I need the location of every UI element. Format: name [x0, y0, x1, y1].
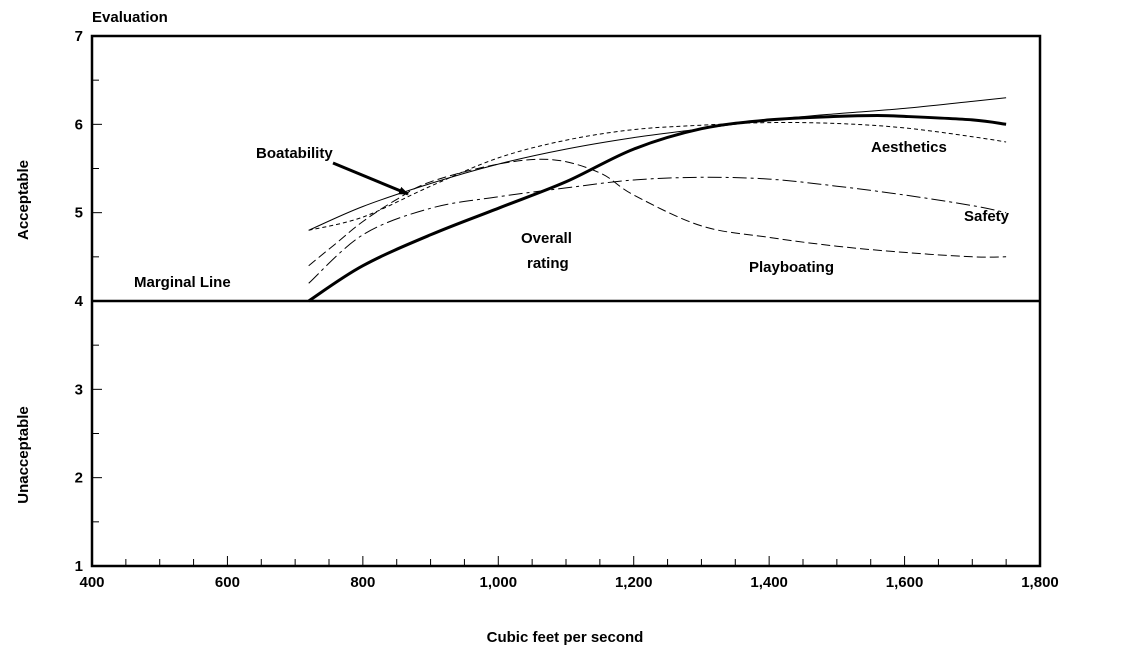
x-tick-label: 400	[79, 574, 104, 591]
x-tick-label: 1,800	[1021, 574, 1059, 591]
x-tick-label: 600	[215, 574, 240, 591]
annotation-aesthetics: Aesthetics	[871, 139, 947, 156]
series-line-boatability	[308, 97, 1007, 231]
y-axis-title-unacceptable: Unacceptable	[15, 406, 32, 504]
y-tick-label: 4	[75, 293, 84, 310]
x-tick-label: 1,000	[480, 574, 518, 591]
annotation-rating: rating	[527, 255, 569, 272]
series-line-playboating	[308, 158, 1007, 267]
annotation-boatability: Boatability	[256, 145, 333, 162]
x-tick-label: 1,600	[886, 574, 924, 591]
annotation-safety: Safety	[964, 208, 1010, 225]
annotation-playboating: Playboating	[749, 259, 834, 276]
axis-tick-labels: 400 600 800 1,000 1,200 1,400 1,600 1,800 1 2 3 4 5 6…	[75, 28, 1059, 591]
series-lines	[92, 97, 1040, 303]
marginal-line-label: Marginal Line	[134, 274, 231, 291]
annotation-overall: Overall	[521, 230, 572, 247]
x-tick-label: 1,400	[750, 574, 788, 591]
y-axis-title-acceptable: Acceptable	[15, 160, 32, 240]
y-tick-label: 1	[75, 558, 83, 575]
x-axis-title: Cubic feet per second	[487, 629, 644, 646]
y-tick-label: 3	[75, 381, 83, 398]
y-tick-label: 5	[75, 205, 83, 222]
x-tick-label: 1,200	[615, 574, 653, 591]
series-line-aesthetics	[308, 121, 1007, 231]
y-tick-label: 7	[75, 28, 83, 45]
chart-title: Evaluation	[92, 9, 168, 26]
series-line-safety	[308, 176, 1007, 284]
axis-ticks	[92, 79, 1007, 566]
y-tick-label: 6	[75, 116, 83, 133]
x-tick-label: 800	[350, 574, 375, 591]
y-tick-label: 2	[75, 470, 83, 487]
boatability-arrow	[332, 161, 409, 196]
